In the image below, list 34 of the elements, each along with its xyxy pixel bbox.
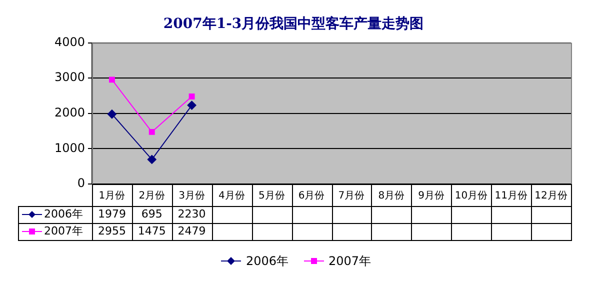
x-tick-label: 11月份	[494, 190, 528, 202]
point	[148, 128, 155, 135]
x-tick-label: 4月份	[218, 190, 245, 202]
point	[147, 154, 156, 164]
data-label: 2955	[98, 224, 126, 238]
data-label: 1475	[138, 224, 166, 238]
x-tick-label: 3月份	[178, 190, 205, 202]
x-tick-label: 7月份	[338, 190, 365, 202]
point	[108, 76, 115, 83]
x-tick-label: 6月份	[298, 190, 325, 202]
x-tick-label: 2月份	[138, 190, 166, 202]
y-tick-label: 1000	[54, 140, 85, 155]
chart-title: 2007年1-3月份我国中型客车产量走势图	[163, 15, 424, 32]
data-label: 2479	[178, 224, 206, 238]
x-tick-label: 12月份	[534, 190, 568, 202]
x-tick-label: 9月份	[418, 190, 444, 202]
y-tick-label: 3000	[54, 70, 85, 84]
x-tick-label: 8月份	[378, 190, 405, 202]
y-tick-label: 0	[77, 176, 85, 190]
point	[188, 94, 195, 100]
legend-label: 2006年	[44, 207, 83, 220]
legend-label: 2007年	[44, 224, 83, 238]
data-label: 695	[141, 207, 162, 220]
x-tick-label: 1月份	[98, 190, 126, 202]
x-tick-label: 5月份	[258, 190, 285, 202]
data-label: 1979	[98, 207, 126, 220]
x-tick-label: 10月份	[454, 190, 488, 202]
point	[187, 100, 196, 110]
text: 2007年	[328, 254, 372, 268]
data-label: 2230	[178, 207, 206, 220]
point	[107, 110, 116, 119]
y-tick-label: 2000	[54, 106, 85, 120]
y-tick-label: 4000	[54, 34, 85, 49]
text: 2006年	[246, 254, 288, 268]
